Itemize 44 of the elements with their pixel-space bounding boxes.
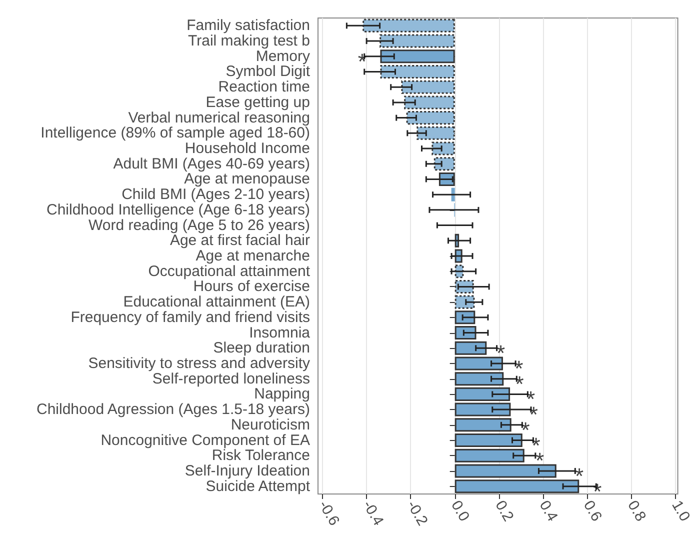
- annotation: *: [521, 417, 530, 442]
- y-tick-label: Age at menopause: [184, 170, 310, 188]
- y-tick-label: Word reading (Age 5 to 26 years): [88, 216, 310, 234]
- x-tick-label: 0.8: [624, 498, 650, 524]
- x-tick-label: -0.4: [359, 498, 387, 529]
- x-tick-label: 0.6: [580, 498, 606, 524]
- annotation: *: [358, 48, 367, 74]
- y-tick-label: Sensitivity to stress and adversity: [88, 354, 310, 372]
- y-tick-label: Symbol Digit: [226, 63, 311, 80]
- y-tick-label: Sleep duration: [213, 340, 310, 357]
- y-tick-label: Neuroticism: [230, 416, 310, 434]
- y-tick-label: Napping: [254, 386, 310, 403]
- y-tick-label: Child BMI (Ages 2-10 years): [122, 186, 310, 204]
- y-tick-label: Insomnia: [249, 324, 311, 342]
- y-tick-label: Suicide Attempt: [206, 478, 311, 495]
- x-tick-label: -0.6: [315, 498, 343, 529]
- y-tick-label: Self-Injury Ideation: [184, 462, 310, 480]
- y-tick-label: Verbal numerical reasoning: [128, 109, 310, 126]
- x-tick-label: 0.4: [536, 498, 561, 524]
- y-tick-label: Childhood Agression (Ages 1.5-18 years): [36, 401, 310, 418]
- y-tick-label: Reaction time: [218, 78, 310, 96]
- y-tick-label: Memory: [256, 48, 310, 65]
- y-tick-label: Adult BMI (Ages 40-69 years): [113, 155, 310, 172]
- y-tick-label: Ease getting up: [206, 94, 310, 111]
- y-tick-label: Noncognitive Component of EA: [100, 432, 310, 449]
- y-tick-label: Frequency of family and friend visits: [70, 308, 310, 326]
- y-tick-label: Occupational attainment: [148, 262, 311, 280]
- y-tick-label: Self-reported loneliness: [152, 370, 310, 388]
- y-tick-label: Trail making test b: [188, 32, 310, 50]
- y-tick-label: Risk Tolerance: [212, 447, 310, 464]
- annotation: *: [575, 463, 584, 488]
- y-tick-label: Age at first facial hair: [170, 232, 310, 250]
- y-tick-label: Educational attainment (EA): [123, 294, 310, 311]
- annotation: *: [496, 340, 506, 366]
- y-tick-label: Family satisfaction: [186, 17, 310, 34]
- y-tick-label: Household Income: [184, 140, 310, 158]
- y-tick-label: Age at menarche: [196, 248, 310, 264]
- y-tick-label: Hours of exercise: [193, 278, 310, 296]
- x-tick-label: 1.0: [668, 498, 694, 524]
- x-tick-label: 0.0: [447, 498, 473, 524]
- y-tick-label: Childhood Intelligence (Age 6-18 years): [46, 201, 310, 218]
- x-tick-label: 0.2: [492, 498, 517, 524]
- y-tick-label: Intelligence (89% of sample aged 18-60): [40, 124, 310, 142]
- x-tick-label: -0.2: [403, 498, 431, 529]
